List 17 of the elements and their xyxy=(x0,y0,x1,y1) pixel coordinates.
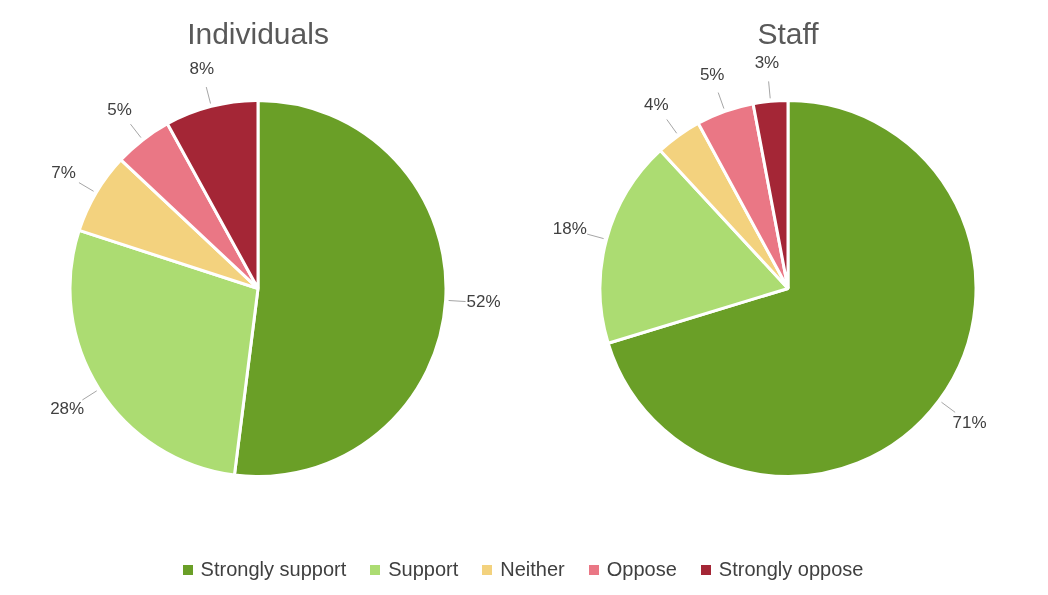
legend-label: Strongly oppose xyxy=(717,558,864,581)
legend-label: Oppose xyxy=(605,558,677,581)
data-label: 4% xyxy=(644,94,669,114)
data-label: 52% xyxy=(466,292,501,312)
data-label: 5% xyxy=(699,65,725,85)
legend-label: Strongly support xyxy=(199,558,347,581)
data-label: 3% xyxy=(754,53,780,73)
data-label: 7% xyxy=(51,163,76,183)
data-label: 71% xyxy=(952,412,987,432)
chart-title: Staff xyxy=(757,17,820,51)
data-label: 18% xyxy=(552,219,587,239)
chart-title: Individuals xyxy=(187,17,329,51)
legend-label: Support xyxy=(387,558,459,581)
data-label: 5% xyxy=(107,99,132,119)
legend-label: Neither xyxy=(499,558,565,581)
data-label: 8% xyxy=(189,59,215,79)
data-label: 28% xyxy=(50,399,85,419)
